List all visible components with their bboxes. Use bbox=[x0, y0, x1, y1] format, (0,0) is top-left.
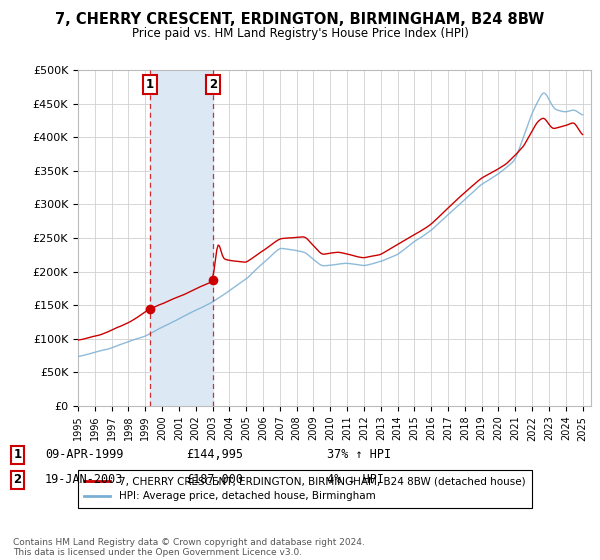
Text: 37% ↑ HPI: 37% ↑ HPI bbox=[327, 448, 391, 461]
Text: 19-JAN-2003: 19-JAN-2003 bbox=[45, 473, 124, 487]
Legend: 7, CHERRY CRESCENT, ERDINGTON, BIRMINGHAM, B24 8BW (detached house), HPI: Averag: 7, CHERRY CRESCENT, ERDINGTON, BIRMINGHA… bbox=[78, 470, 532, 508]
Text: 7, CHERRY CRESCENT, ERDINGTON, BIRMINGHAM, B24 8BW: 7, CHERRY CRESCENT, ERDINGTON, BIRMINGHA… bbox=[55, 12, 545, 27]
Text: 2: 2 bbox=[209, 78, 217, 91]
Bar bbox=[150, 70, 214, 406]
Text: Price paid vs. HM Land Registry's House Price Index (HPI): Price paid vs. HM Land Registry's House … bbox=[131, 27, 469, 40]
Text: Contains HM Land Registry data © Crown copyright and database right 2024.
This d: Contains HM Land Registry data © Crown c… bbox=[13, 538, 365, 557]
Text: £144,995: £144,995 bbox=[186, 448, 243, 461]
Text: 4% ↓ HPI: 4% ↓ HPI bbox=[327, 473, 384, 487]
Text: 2: 2 bbox=[13, 473, 22, 487]
Text: 1: 1 bbox=[13, 448, 22, 461]
Text: 09-APR-1999: 09-APR-1999 bbox=[45, 448, 124, 461]
Text: 1: 1 bbox=[146, 78, 154, 91]
Text: £187,000: £187,000 bbox=[186, 473, 243, 487]
